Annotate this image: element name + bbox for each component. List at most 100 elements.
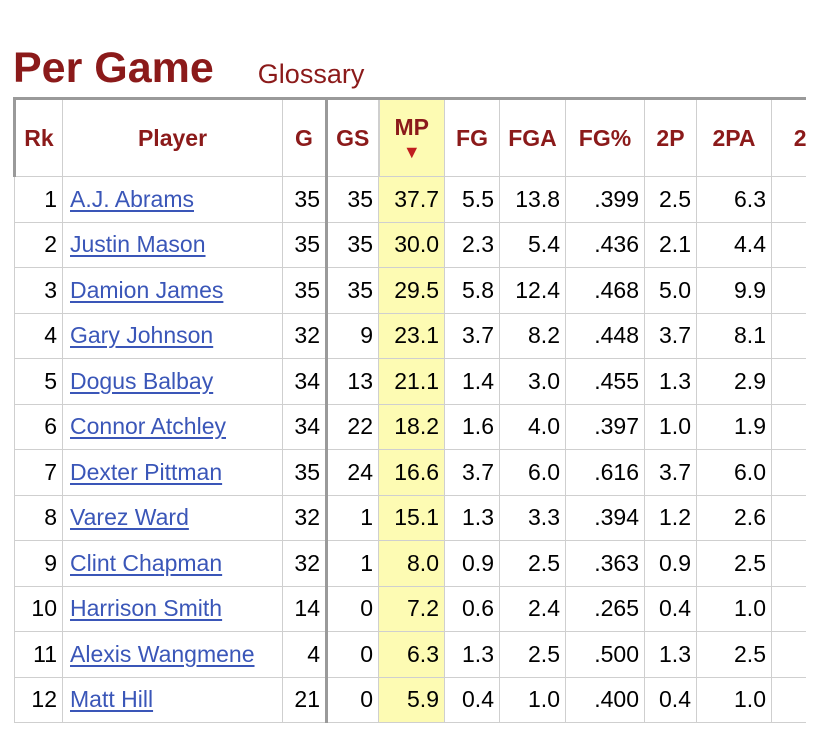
- cell-2p-pct: .40: [771, 176, 806, 223]
- cell-fg-pct: .616: [565, 449, 645, 496]
- cell-2p: 2.1: [644, 221, 697, 268]
- cell-fg-pct: .399: [565, 176, 645, 223]
- cell-2pa: 1.0: [696, 585, 772, 632]
- cell-fg: 0.9: [444, 540, 500, 587]
- cell-mp: 5.9: [378, 676, 445, 723]
- column-header-player[interactable]: Player: [62, 97, 283, 177]
- cell-2p: 0.4: [644, 585, 697, 632]
- cell-rk: 7: [14, 449, 63, 496]
- cell-fg: 1.4: [444, 358, 500, 405]
- cell-gs: 24: [326, 449, 379, 496]
- glossary-link[interactable]: Glossary: [257, 59, 365, 89]
- cell-player: Clint Chapman: [62, 540, 283, 587]
- cell-gs: 0: [326, 676, 379, 723]
- cell-fg-pct: .455: [565, 358, 645, 405]
- cell-g: 35: [282, 221, 328, 268]
- cell-fga: 3.0: [499, 358, 566, 405]
- cell-rk: 9: [14, 540, 63, 587]
- cell-2pa: 6.3: [696, 176, 772, 223]
- cell-rk: 6: [14, 403, 63, 450]
- cell-rk: 8: [14, 494, 63, 541]
- cell-player: Justin Mason: [62, 221, 283, 268]
- cell-rk: 12: [14, 676, 63, 723]
- table-row: 10 Harrison Smith 1407.20.62.4.2650.41.0.4…: [14, 585, 806, 632]
- cell-g: 35: [282, 176, 328, 223]
- cell-rk: 11: [14, 631, 63, 678]
- cell-fg: 5.5: [444, 176, 500, 223]
- cell-g: 32: [282, 494, 328, 541]
- player-link[interactable]: A.J. Abrams: [70, 185, 194, 212]
- cell-mp: 16.6: [378, 449, 445, 496]
- column-header-mp[interactable]: MP ▼: [377, 97, 445, 177]
- player-link[interactable]: Damion James: [70, 276, 224, 303]
- cell-2p: 1.3: [644, 358, 697, 405]
- cell-fg: 1.3: [444, 494, 500, 541]
- cell-fg: 3.7: [444, 312, 500, 359]
- table-row: 6 Connor Atchley 342218.21.64.0.3971.01.9.…: [14, 403, 806, 450]
- cell-mp: 21.1: [378, 358, 445, 405]
- cell-player: Gary Johnson: [62, 312, 283, 359]
- player-link[interactable]: Clint Chapman: [70, 549, 223, 576]
- player-link[interactable]: Justin Mason: [70, 231, 206, 258]
- cell-fga: 13.8: [499, 176, 566, 223]
- cell-fg-pct: .363: [565, 540, 645, 587]
- cell-gs: 1: [326, 494, 379, 541]
- player-link[interactable]: Gary Johnson: [70, 322, 214, 349]
- cell-mp: 8.0: [378, 540, 445, 587]
- cell-g: 34: [282, 403, 328, 450]
- cell-fga: 12.4: [499, 267, 566, 314]
- cell-rk: 10: [14, 585, 63, 632]
- column-header-2p[interactable]: 2P: [644, 97, 697, 177]
- cell-g: 14: [282, 585, 328, 632]
- cell-mp: 18.2: [378, 403, 445, 450]
- column-header-fga[interactable]: FGA: [499, 97, 566, 177]
- cell-mp: 7.2: [378, 585, 445, 632]
- cell-fg-pct: .265: [565, 585, 645, 632]
- cell-fg: 0.6: [444, 585, 500, 632]
- cell-fg-pct: .468: [565, 267, 645, 314]
- column-header-2pa[interactable]: 2PA: [696, 97, 772, 177]
- stats-table-container[interactable]: Rk Player G GS MP ▼ FG FGA FG% 2P 2PA 2P…: [13, 97, 806, 750]
- cell-player: Matt Hill: [62, 676, 283, 723]
- player-link[interactable]: Dogus Balbay: [70, 367, 214, 394]
- cell-fga: 1.0: [499, 676, 566, 723]
- player-link[interactable]: Varez Ward: [70, 504, 189, 531]
- cell-2p: 3.7: [644, 449, 697, 496]
- title-row: Per Game Glossary: [13, 30, 364, 90]
- cell-fga: 8.2: [499, 312, 566, 359]
- cell-g: 32: [282, 312, 328, 359]
- cell-fg: 0.4: [444, 676, 500, 723]
- cell-2p-pct: .36: [771, 540, 806, 587]
- player-link[interactable]: Dexter Pittman: [70, 458, 223, 485]
- cell-fg: 3.7: [444, 449, 500, 496]
- cell-fga: 2.5: [499, 540, 566, 587]
- player-link[interactable]: Alexis Wangmene: [70, 640, 255, 667]
- column-header-g[interactable]: G: [282, 97, 328, 177]
- cell-2p-pct: .45: [771, 312, 806, 359]
- column-header-rk[interactable]: Rk: [13, 97, 63, 177]
- cell-fg: 5.8: [444, 267, 500, 314]
- cell-player: A.J. Abrams: [62, 176, 283, 223]
- column-header-gs[interactable]: GS: [326, 97, 379, 177]
- cell-fg: 1.6: [444, 403, 500, 450]
- column-header-2p-pct[interactable]: 2P%: [771, 97, 806, 177]
- player-link[interactable]: Connor Atchley: [70, 413, 226, 440]
- column-header-fg[interactable]: FG: [444, 97, 500, 177]
- cell-2pa: 2.5: [696, 631, 772, 678]
- cell-fga: 3.3: [499, 494, 566, 541]
- cell-player: Varez Ward: [62, 494, 283, 541]
- cell-fg-pct: .397: [565, 403, 645, 450]
- cell-fg: 1.3: [444, 631, 500, 678]
- cell-2p-pct: .50: [771, 631, 806, 678]
- cell-gs: 9: [326, 312, 379, 359]
- cell-mp: 30.0: [378, 221, 445, 268]
- cell-gs: 35: [326, 267, 379, 314]
- player-link[interactable]: Harrison Smith: [70, 595, 223, 622]
- cell-gs: 1: [326, 540, 379, 587]
- player-link[interactable]: Matt Hill: [70, 686, 154, 713]
- column-header-fg-pct[interactable]: FG%: [565, 97, 645, 177]
